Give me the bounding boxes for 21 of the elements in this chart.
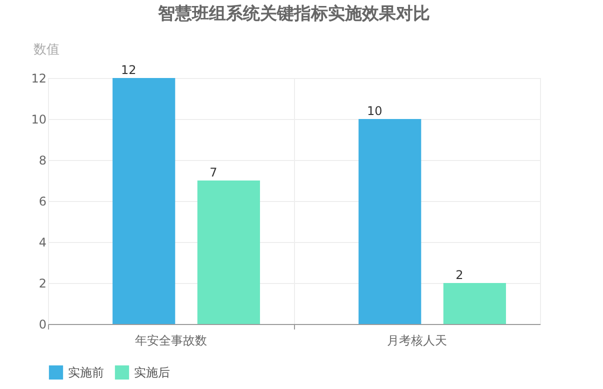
bar bbox=[197, 180, 260, 324]
y-tick-label: 8 bbox=[38, 154, 46, 168]
bar bbox=[358, 119, 422, 324]
data-label: 12 bbox=[120, 63, 136, 77]
y-tick-label: 0 bbox=[38, 318, 46, 332]
bar bbox=[112, 78, 176, 324]
y-tick-label: 10 bbox=[31, 112, 46, 126]
data-label: 10 bbox=[366, 104, 382, 118]
bar bbox=[443, 283, 506, 324]
y-axis-title: 数值 bbox=[34, 42, 60, 58]
y-tick-label: 12 bbox=[31, 72, 46, 86]
legend-label: 实施后 bbox=[134, 365, 170, 380]
y-tick-label: 4 bbox=[38, 236, 46, 250]
chart-title: 智慧班组系统关键指标实施效果对比 bbox=[157, 4, 430, 24]
x-tick-label: 月考核人天 bbox=[387, 334, 447, 348]
data-label: 2 bbox=[456, 268, 464, 282]
y-tick-label: 6 bbox=[38, 194, 46, 208]
x-tick-label: 年安全事故数 bbox=[135, 334, 207, 348]
data-label: 7 bbox=[210, 166, 218, 180]
y-tick-label: 2 bbox=[38, 276, 46, 290]
legend-label: 实施前 bbox=[68, 365, 104, 380]
